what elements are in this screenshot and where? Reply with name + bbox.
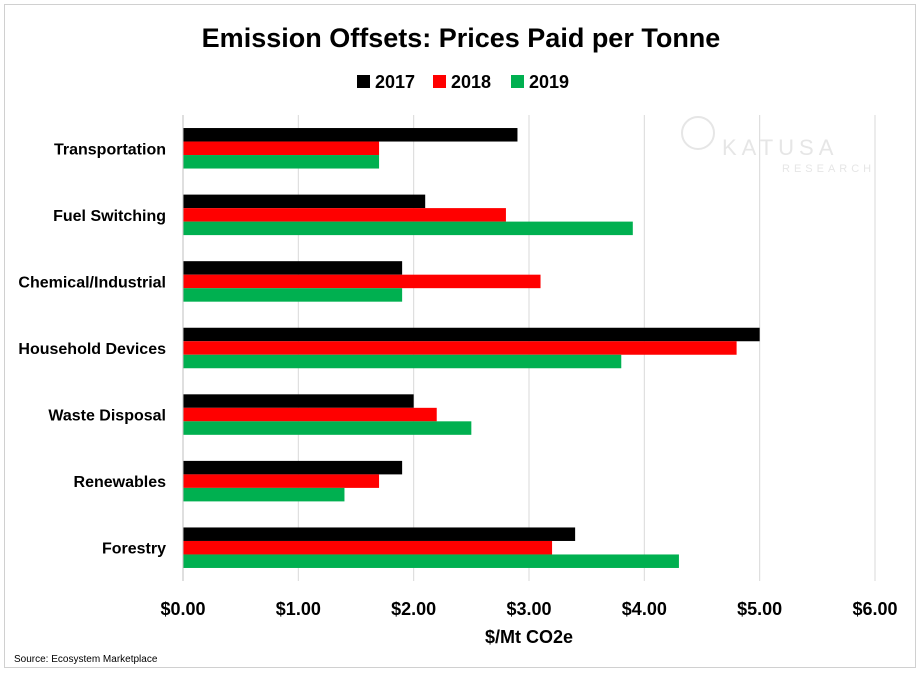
chart-frame — [4, 4, 916, 668]
x-axis-title: $/Mt CO2e — [485, 627, 573, 647]
bar-2017-transportation — [183, 128, 518, 142]
bars — [183, 128, 760, 568]
bar-2018-transportation — [183, 141, 380, 156]
bar-2018-forestry — [183, 540, 553, 555]
bar-2017-renewables — [183, 460, 403, 475]
bar-2018-household-devices — [183, 341, 737, 355]
x-tick-label: $3.00 — [506, 599, 551, 619]
x-tick-label: $4.00 — [622, 599, 667, 619]
x-tick-labels: $0.00 $1.00 $2.00 $3.00 $4.00 $5.00 $6.00 — [160, 599, 897, 619]
bar-2018-fuel-switching — [183, 208, 506, 222]
category-label: Forestry — [102, 541, 166, 558]
bar-2018-renewables — [183, 474, 380, 488]
x-tick-label: $5.00 — [737, 599, 782, 619]
legend-swatch-2017 — [357, 75, 370, 88]
bar-2017-fuel-switching — [183, 194, 426, 209]
category-label: Transportation — [54, 141, 166, 158]
watermark-subtext: RESEARCH — [782, 163, 875, 175]
bar-2019-chemical-industrial — [183, 288, 403, 302]
x-tick-label: $0.00 — [160, 599, 205, 619]
legend-swatch-2018 — [433, 75, 446, 88]
bar-2017-waste-disposal — [183, 394, 414, 408]
source-note: Source: Ecosystem Marketplace — [14, 654, 158, 665]
legend: 2017 2018 2019 — [357, 72, 569, 92]
bar-2019-fuel-switching — [183, 221, 633, 236]
x-tick-label: $6.00 — [852, 599, 897, 619]
bar-2018-waste-disposal — [183, 407, 437, 422]
bar-2019-transportation — [183, 155, 380, 169]
bar-2017-household-devices — [183, 327, 760, 342]
bar-2019-renewables — [183, 487, 345, 502]
watermark: KATUSA RESEARCH — [681, 116, 875, 175]
watermark-text: KATUSA — [722, 135, 838, 160]
bar-2017-forestry — [183, 527, 576, 541]
bar-2017-chemical-industrial — [183, 261, 403, 275]
category-label: Chemical/Industrial — [18, 274, 166, 291]
legend-label: 2018 — [451, 72, 491, 92]
category-labels: Transportation Fuel Switching Chemical/Ind… — [18, 141, 166, 557]
category-label: Household Devices — [18, 341, 166, 358]
legend-label: 2017 — [375, 72, 415, 92]
legend-label: 2019 — [529, 72, 569, 92]
bar-2018-chemical-industrial — [183, 274, 541, 289]
bar-2019-waste-disposal — [183, 421, 472, 435]
x-tick-label: $1.00 — [276, 599, 321, 619]
x-tick-label: $2.00 — [391, 599, 436, 619]
category-label: Renewables — [74, 474, 167, 491]
category-label: Waste Disposal — [48, 408, 166, 425]
watermark-logo — [681, 116, 715, 150]
bar-2019-forestry — [183, 554, 679, 568]
gridlines — [297, 115, 876, 581]
category-label: Fuel Switching — [53, 208, 166, 225]
bar-2019-household-devices — [183, 354, 622, 369]
chart-title: Emission Offsets: Prices Paid per Tonne — [202, 23, 721, 53]
legend-swatch-2019 — [511, 75, 524, 88]
